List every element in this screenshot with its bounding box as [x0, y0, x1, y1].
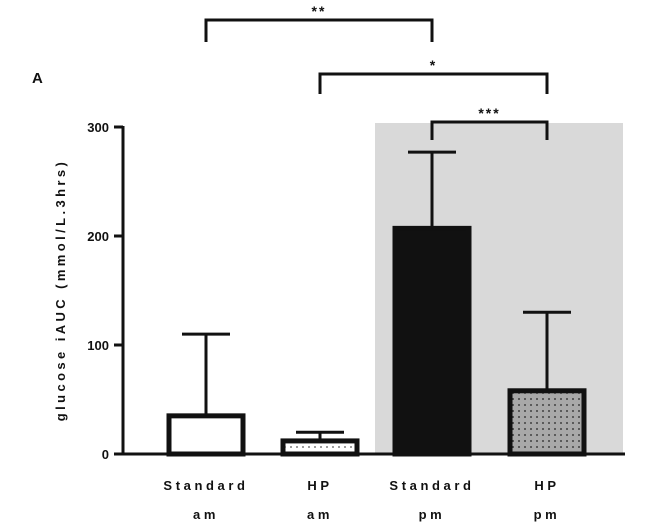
significance-bracket-1 — [318, 72, 549, 94]
x-category-sublabel-3: pm — [534, 507, 561, 522]
x-category-label-2: Standard — [389, 478, 474, 493]
y-ticks: 0 100 200 300 — [87, 120, 123, 462]
x-category-labels: Standard am HP am Standard pm HP pm — [163, 478, 561, 522]
x-category-sublabel-2: pm — [419, 507, 446, 522]
x-category-label-1: HP — [307, 478, 332, 493]
significance-label-0: ** — [312, 3, 327, 19]
bar-2 — [392, 225, 472, 457]
panel-label: A — [32, 70, 43, 87]
y-tick-label-3: 300 — [87, 120, 109, 135]
bar-0 — [166, 413, 246, 457]
x-category-sublabel-0: am — [193, 507, 219, 522]
y-tick-label-2: 200 — [87, 229, 109, 244]
y-tick-label-1: 100 — [87, 338, 109, 353]
bar-3 — [507, 388, 587, 457]
y-tick-label-0: 0 — [102, 447, 109, 462]
x-category-label-0: Standard — [163, 478, 248, 493]
y-axis-label: glucose iAUC (mmol/L.3hrs) — [53, 159, 68, 421]
significance-brackets: ****** — [204, 3, 549, 140]
significance-bracket-0 — [204, 18, 434, 42]
significance-bracket-2 — [430, 120, 549, 140]
significance-label-1: * — [430, 57, 437, 73]
bar-1 — [280, 438, 360, 457]
error-bars — [182, 150, 571, 441]
significance-label-2: *** — [478, 105, 500, 121]
x-category-sublabel-1: am — [307, 507, 333, 522]
x-category-label-3: HP — [534, 478, 559, 493]
bars — [166, 225, 587, 457]
